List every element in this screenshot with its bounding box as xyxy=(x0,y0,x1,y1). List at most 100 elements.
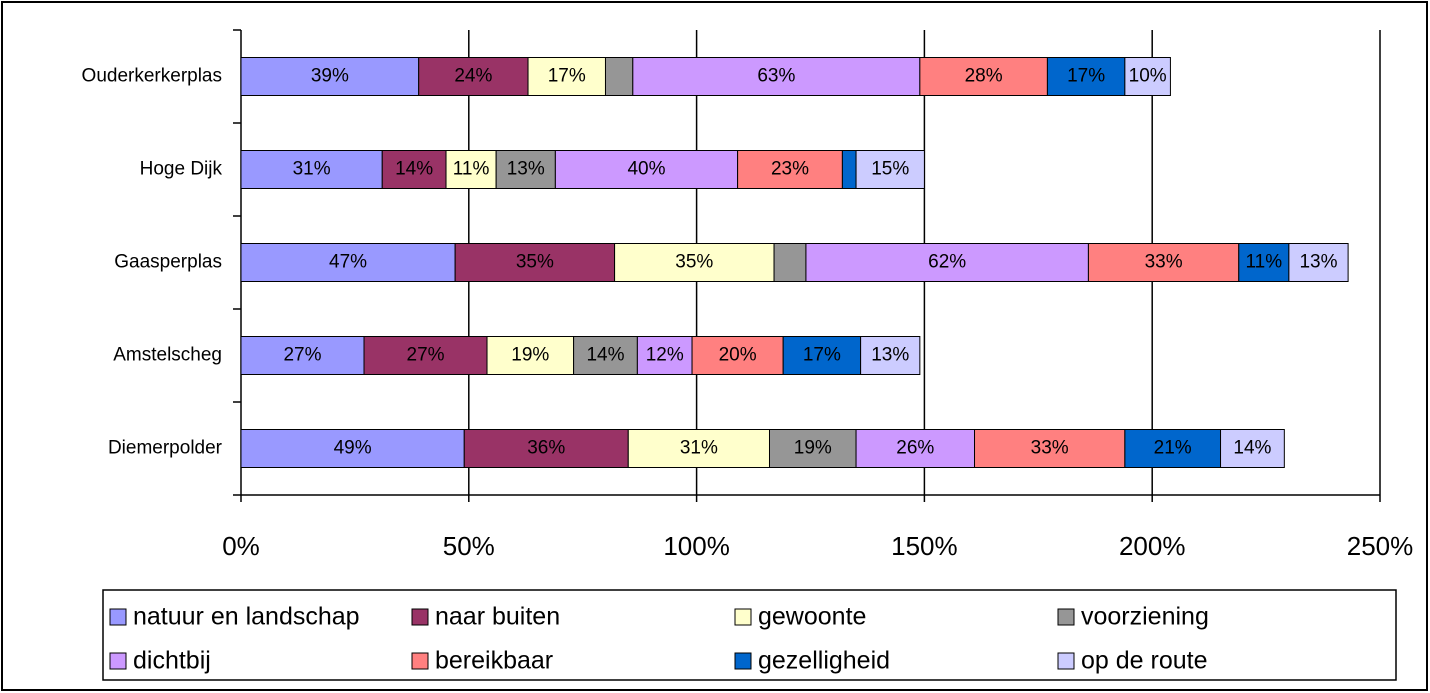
legend-label: gezelligheid xyxy=(758,647,890,675)
legend-label: op de route xyxy=(1081,647,1208,675)
bar-segment xyxy=(1288,243,1349,282)
bar-segment xyxy=(636,336,693,375)
data-label: 14% xyxy=(1233,438,1271,459)
data-label: 31% xyxy=(680,438,718,459)
data-label: 12% xyxy=(646,345,684,366)
data-label: 47% xyxy=(329,252,367,273)
data-label: 11% xyxy=(453,159,490,180)
data-label: 28% xyxy=(965,66,1003,87)
data-label: 11% xyxy=(1246,252,1283,273)
data-label: 26% xyxy=(896,438,934,459)
data-label: 33% xyxy=(1031,438,1069,459)
legend-label: voorziening xyxy=(1081,603,1209,631)
data-label: 17% xyxy=(1067,66,1105,87)
data-label: 13% xyxy=(1299,252,1337,273)
data-label: 10% xyxy=(1129,66,1167,87)
bar-segment xyxy=(627,429,770,468)
bar-segment xyxy=(527,57,606,96)
y-tick-label: Ouderkerkerplas xyxy=(82,66,222,87)
data-label: 20% xyxy=(719,345,757,366)
data-label: 13% xyxy=(507,159,545,180)
data-label: 24% xyxy=(454,66,492,87)
legend-label: dichtbij xyxy=(133,647,211,675)
data-label: 27% xyxy=(283,345,321,366)
data-label: 40% xyxy=(627,159,665,180)
data-label: 31% xyxy=(293,159,331,180)
legend-swatch xyxy=(1057,652,1075,670)
y-tick-label: Diemerpolder xyxy=(108,438,223,459)
data-label: 14% xyxy=(395,159,433,180)
x-tick-label: 50% xyxy=(443,531,495,561)
bar-segment xyxy=(841,150,857,189)
data-label: 62% xyxy=(928,252,966,273)
legend-label: natuur en landschap xyxy=(133,603,360,631)
data-label: 15% xyxy=(871,159,909,180)
data-label: 63% xyxy=(757,66,795,87)
bar-segment xyxy=(773,243,807,282)
bar-segment xyxy=(1046,57,1126,96)
x-tick-label: 0% xyxy=(222,531,260,561)
bar-segment xyxy=(737,150,843,189)
bar-segment xyxy=(1087,243,1240,282)
legend-swatch xyxy=(411,608,429,626)
legend-label: bereikbaar xyxy=(435,647,553,675)
y-tick-label: Amstelscheg xyxy=(113,345,222,366)
bar-segment xyxy=(691,336,784,375)
bar-segment xyxy=(240,429,465,468)
data-label: 14% xyxy=(586,345,624,366)
x-tick-label: 100% xyxy=(663,531,730,561)
data-label: 19% xyxy=(511,345,549,366)
data-label: 21% xyxy=(1154,438,1192,459)
bar-segment xyxy=(604,57,634,96)
data-label: 36% xyxy=(527,438,565,459)
bar-segment xyxy=(768,429,857,468)
y-tick-label: Hoge Dijk xyxy=(140,159,223,180)
bar-segment xyxy=(782,336,862,375)
bar-segment xyxy=(463,429,629,468)
x-tick-label: 200% xyxy=(1119,531,1186,561)
bar-segment xyxy=(381,150,447,189)
bar-segment xyxy=(573,336,638,375)
bar-segment xyxy=(363,336,488,375)
data-label: 33% xyxy=(1145,252,1183,273)
legend-swatch xyxy=(109,608,127,626)
bar-segment xyxy=(974,429,1126,468)
legend-label: gewoonte xyxy=(758,603,866,631)
data-label: 39% xyxy=(311,66,349,87)
data-label: 35% xyxy=(675,252,713,273)
data-label: 17% xyxy=(548,66,586,87)
bar-segment xyxy=(418,57,529,96)
bar-segment xyxy=(554,150,739,189)
data-label: 49% xyxy=(334,438,372,459)
data-label: 13% xyxy=(871,345,909,366)
bar-segment xyxy=(486,336,575,375)
legend-swatch xyxy=(1057,608,1075,626)
y-tick-label: Gaasperplas xyxy=(114,252,222,273)
bar-segment xyxy=(240,150,383,189)
bar-segment xyxy=(805,243,1089,282)
data-label: 19% xyxy=(794,438,832,459)
bar-segment xyxy=(240,57,420,96)
data-label: 17% xyxy=(803,345,841,366)
bar-segment xyxy=(1220,429,1285,468)
legend-swatch xyxy=(411,652,429,670)
bar-segment xyxy=(240,336,365,375)
legend-swatch xyxy=(734,608,752,626)
bar-segment xyxy=(1124,57,1171,96)
x-tick-label: 250% xyxy=(1347,531,1414,561)
x-tick-label: 150% xyxy=(891,531,958,561)
bar-segment xyxy=(454,243,616,282)
bar-segment xyxy=(860,336,921,375)
bar-segment xyxy=(1124,429,1222,468)
data-label: 27% xyxy=(407,345,445,366)
legend-swatch xyxy=(734,652,752,670)
data-label: 23% xyxy=(771,159,809,180)
legend-label: naar buiten xyxy=(435,603,560,631)
data-label: 35% xyxy=(516,252,554,273)
legend-swatch xyxy=(109,652,127,670)
bar-segment xyxy=(855,150,925,189)
bar-segment xyxy=(919,57,1048,96)
bar-segment xyxy=(632,57,921,96)
